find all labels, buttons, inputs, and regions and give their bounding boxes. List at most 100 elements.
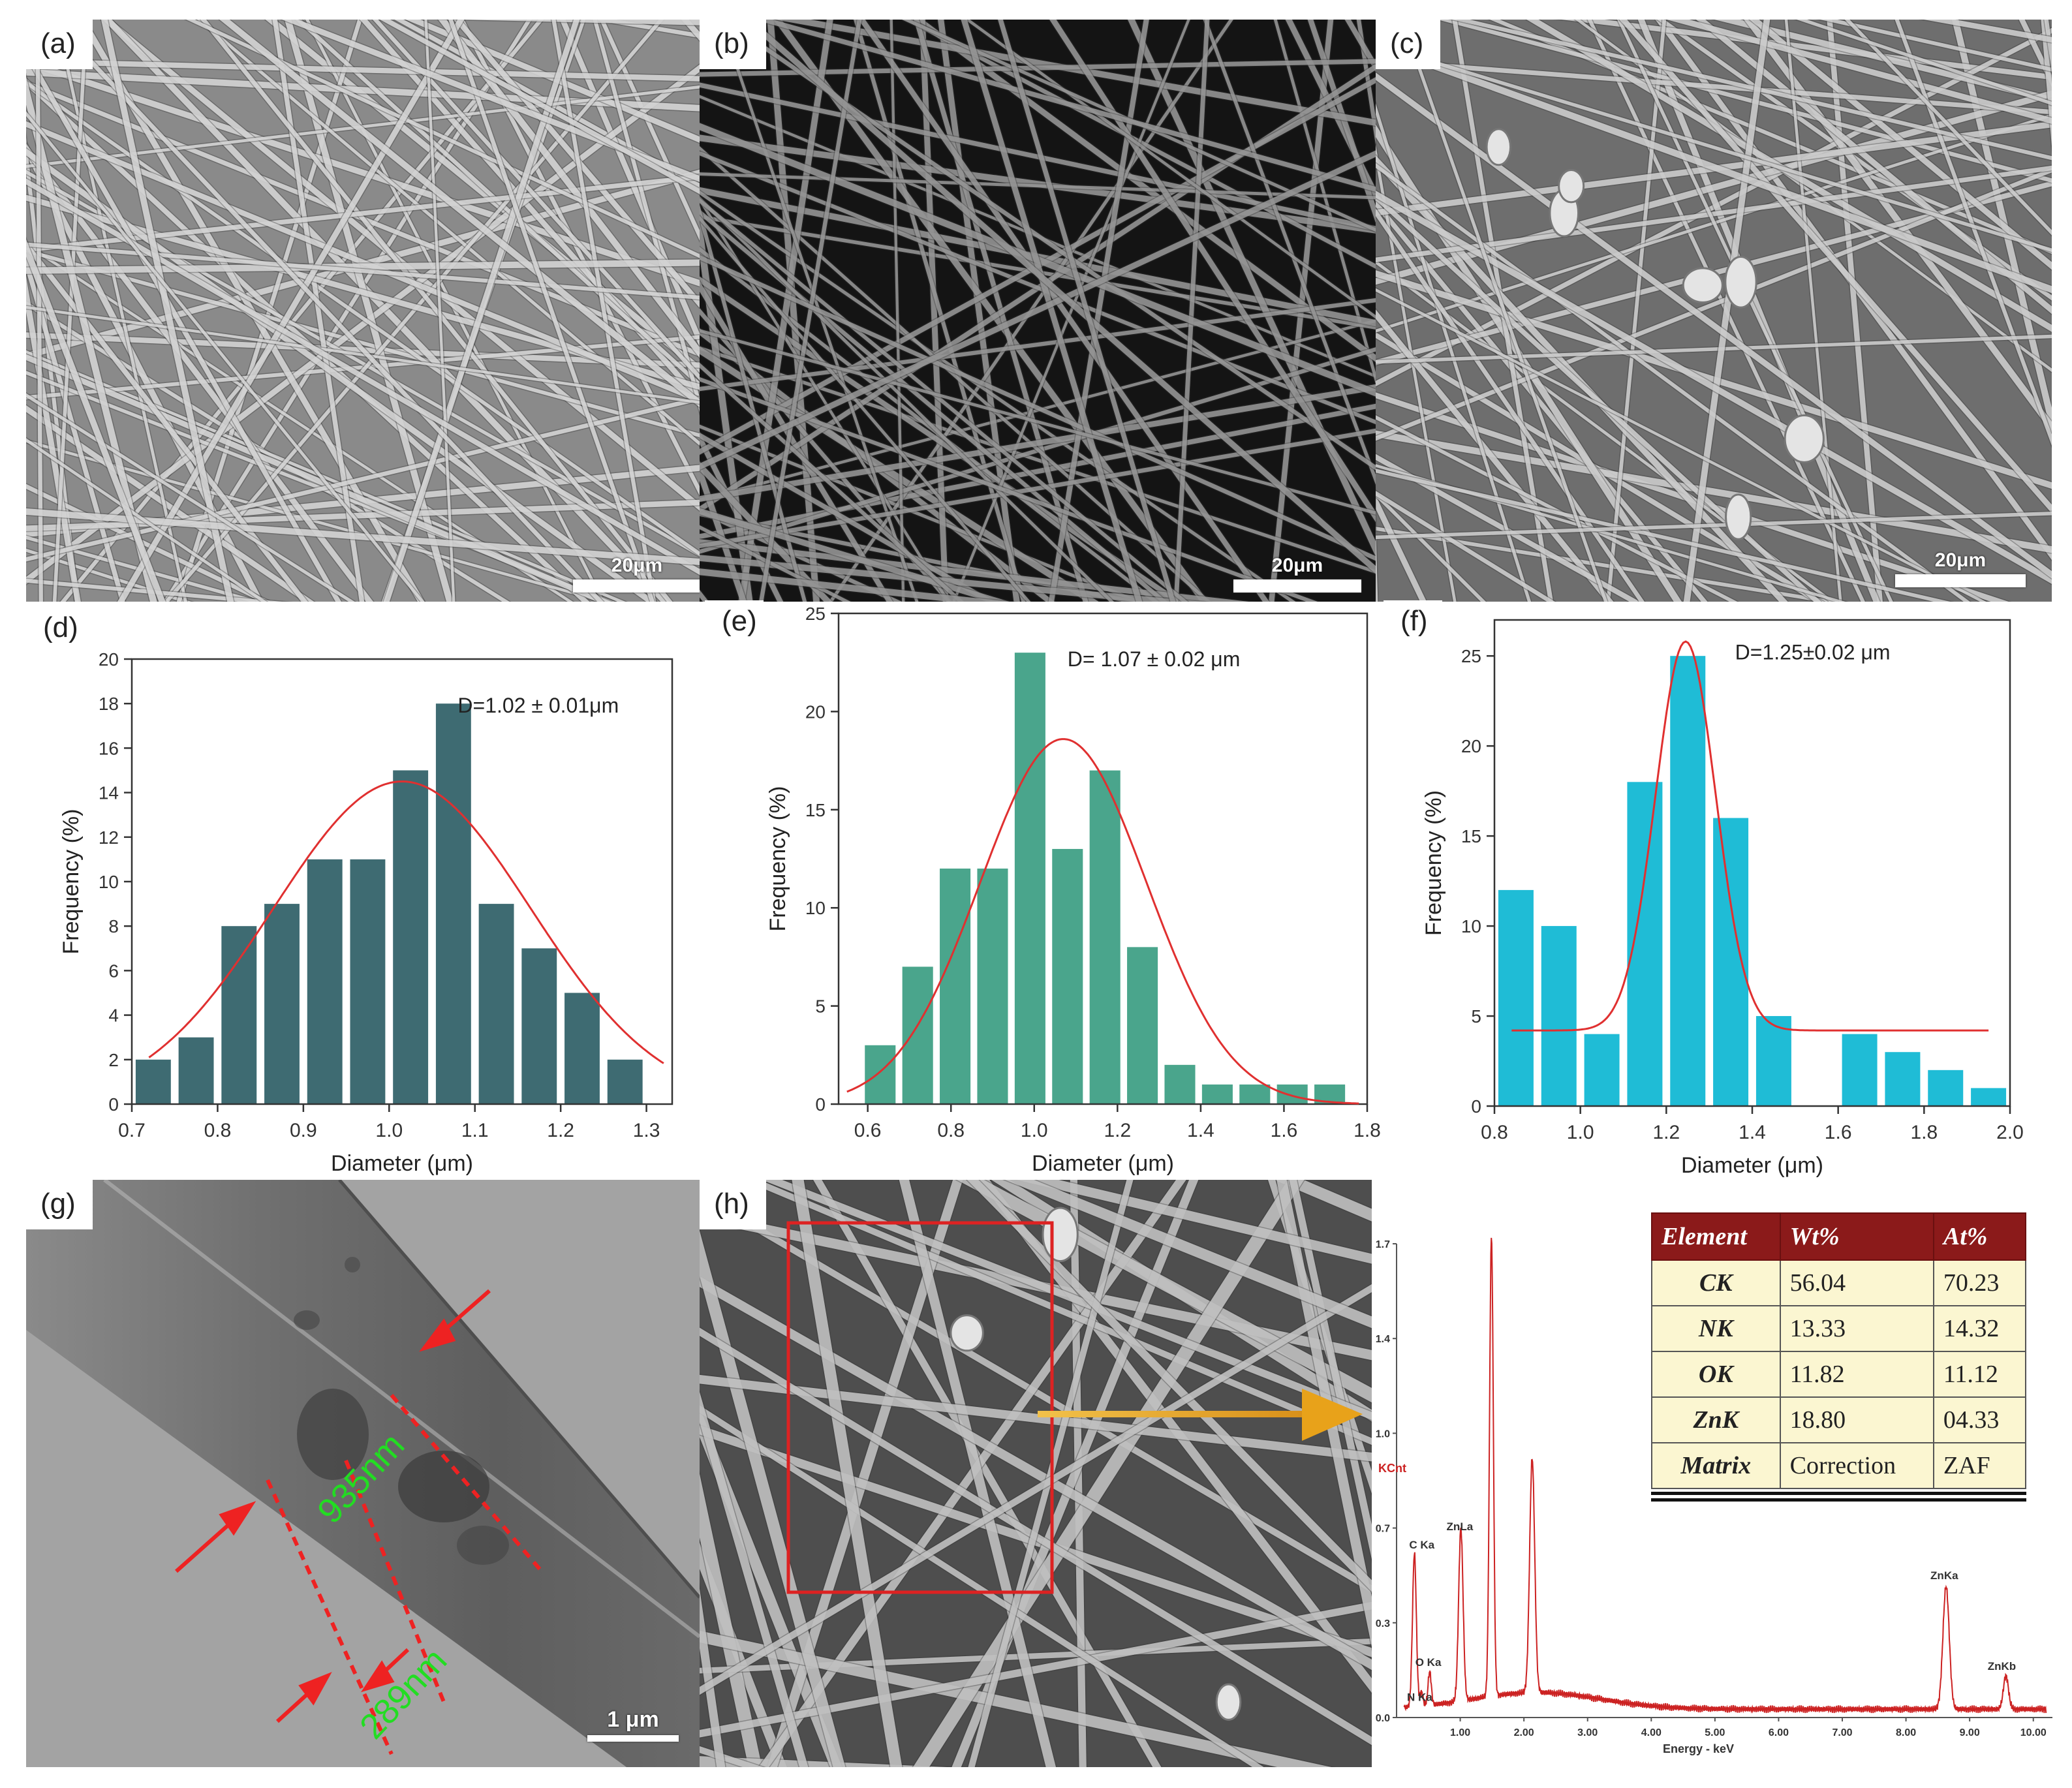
fiber <box>700 1746 764 1767</box>
fiber <box>26 438 267 602</box>
y-tick-label: 5 <box>815 996 826 1017</box>
cell-element: NK <box>1651 1305 1781 1352</box>
fiber <box>1049 20 1376 523</box>
scale-bar-b-label: 20μm <box>1271 555 1323 576</box>
fiber <box>196 20 700 446</box>
cell-at: 14.32 <box>1932 1305 2027 1352</box>
fiber <box>1127 20 1376 557</box>
fiber <box>26 578 283 602</box>
histogram-bar <box>1276 1084 1308 1104</box>
fiber-bead <box>1485 128 1512 166</box>
fiber <box>700 196 950 602</box>
y-axis-label: Frequency (%) <box>59 809 84 955</box>
y-tick-label: 18 <box>99 694 119 714</box>
fiber <box>937 20 1020 602</box>
fiber <box>559 20 700 348</box>
cell-at: 11.12 <box>1932 1351 2027 1398</box>
fiber <box>26 111 425 602</box>
edx-x-tick-label: 8.00 <box>1896 1727 1916 1738</box>
fiber-bead <box>1558 169 1585 204</box>
x-tick-label: 1.8 <box>1910 1122 1938 1143</box>
fiber <box>1489 20 2052 254</box>
histogram-bar <box>264 904 300 1104</box>
edx-y-tick-label: 1.0 <box>1376 1428 1390 1440</box>
fiber <box>700 209 1168 602</box>
fiber <box>700 1630 1332 1767</box>
fiber <box>26 242 700 300</box>
fiber <box>700 190 1296 602</box>
sem-image-a: (a) 20μm <box>26 20 700 602</box>
panel-label-bg <box>1384 600 1442 640</box>
fiber-network-a <box>26 20 700 602</box>
edx-x-tick-label: 1.00 <box>1450 1727 1470 1738</box>
cell-element: Matrix <box>1651 1442 1781 1489</box>
y-tick-label: 6 <box>108 961 119 981</box>
fiber-network-c <box>1376 20 2052 602</box>
edx-spectrum: 0.0 0.3 0.7 1.0 1.4 1.7 1.00 2.00 3.00 4.00 5.00 6.… <box>1370 1214 2072 1768</box>
fiber <box>700 247 1159 602</box>
fiber <box>1376 193 1821 602</box>
histogram-bar <box>1928 1070 1964 1106</box>
fiber <box>1376 72 2052 579</box>
y-tick-label: 2 <box>108 1050 119 1070</box>
edx-y-tick-label: 0.3 <box>1376 1618 1390 1629</box>
fiber <box>961 20 1143 602</box>
fiber <box>853 20 1026 602</box>
fiber <box>26 305 700 404</box>
x-tick-label: 1.3 <box>633 1120 660 1141</box>
fiber <box>26 249 700 438</box>
edx-y-tick-label: 0.0 <box>1376 1713 1390 1724</box>
fiber <box>1606 20 1667 602</box>
sem-image-c: (c) 20μm <box>1376 20 2052 602</box>
scale-bar-g: 1 μm <box>587 1707 679 1742</box>
tem-fiber: 935nm 289nm <box>26 1180 700 1767</box>
fiber <box>762 1180 1372 1421</box>
fiber <box>700 508 1010 602</box>
fiber <box>1376 270 2052 489</box>
fiber <box>1376 191 2052 584</box>
edx-peak-label: ZnLa <box>1447 1520 1474 1533</box>
fiber <box>700 403 1376 540</box>
x-tick-label: 0.6 <box>854 1120 882 1141</box>
fiber <box>700 329 1376 515</box>
table-rule-2 <box>1651 1498 2026 1502</box>
cell-element: CK <box>1651 1259 1781 1306</box>
cell-wt: 13.33 <box>1779 1305 1934 1352</box>
fiber <box>700 539 1249 602</box>
histogram-e: (e) 0.6 0.8 1.0 1.2 1.4 1.6 1.8 0 5 10 15 20 25 Diamet… <box>705 600 1397 1188</box>
x-tick-label: 0.9 <box>290 1120 317 1141</box>
fiber <box>743 20 1376 574</box>
histogram-bar <box>1014 653 1045 1104</box>
fiber <box>700 134 1376 234</box>
fiber <box>26 253 125 602</box>
histogram-bar <box>1713 818 1749 1106</box>
cell-wt: 18.80 <box>1779 1396 1934 1443</box>
scale-bar-a-line <box>573 579 700 593</box>
fiber <box>1376 162 1970 602</box>
y-tick-label: 10 <box>1461 916 1481 936</box>
fiber <box>700 346 1376 574</box>
fiber-bead <box>1682 267 1724 303</box>
scale-bar-g-label: 1 μm <box>607 1707 659 1732</box>
fiber-network-b <box>700 20 1376 602</box>
edx-x-tick-label: 3.00 <box>1577 1727 1598 1738</box>
table-row: OK 11.82 11.12 <box>1651 1351 2027 1398</box>
x-tick-label: 0.8 <box>937 1120 965 1141</box>
fiber <box>700 215 1031 602</box>
fiber-bead <box>1784 414 1825 463</box>
y-tick-label: 20 <box>99 649 119 670</box>
table-rule-1 <box>1651 1492 2026 1495</box>
x-axis-label: Diameter (μm) <box>1032 1151 1174 1176</box>
histogram-bar <box>1201 1084 1233 1104</box>
y-tick-label: 14 <box>99 783 119 803</box>
fiber <box>700 1588 726 1767</box>
edx-y-tick-label: 1.4 <box>1376 1334 1390 1345</box>
fiber <box>48 20 604 602</box>
y-axis-label: Frequency (%) <box>765 786 790 932</box>
histogram-bar <box>1885 1052 1921 1106</box>
fiber <box>26 239 166 602</box>
histogram-bar <box>1089 770 1121 1104</box>
scale-bar-g-line <box>587 1735 679 1742</box>
x-tick-label: 1.0 <box>1021 1120 1048 1141</box>
fiber <box>1376 103 1532 602</box>
